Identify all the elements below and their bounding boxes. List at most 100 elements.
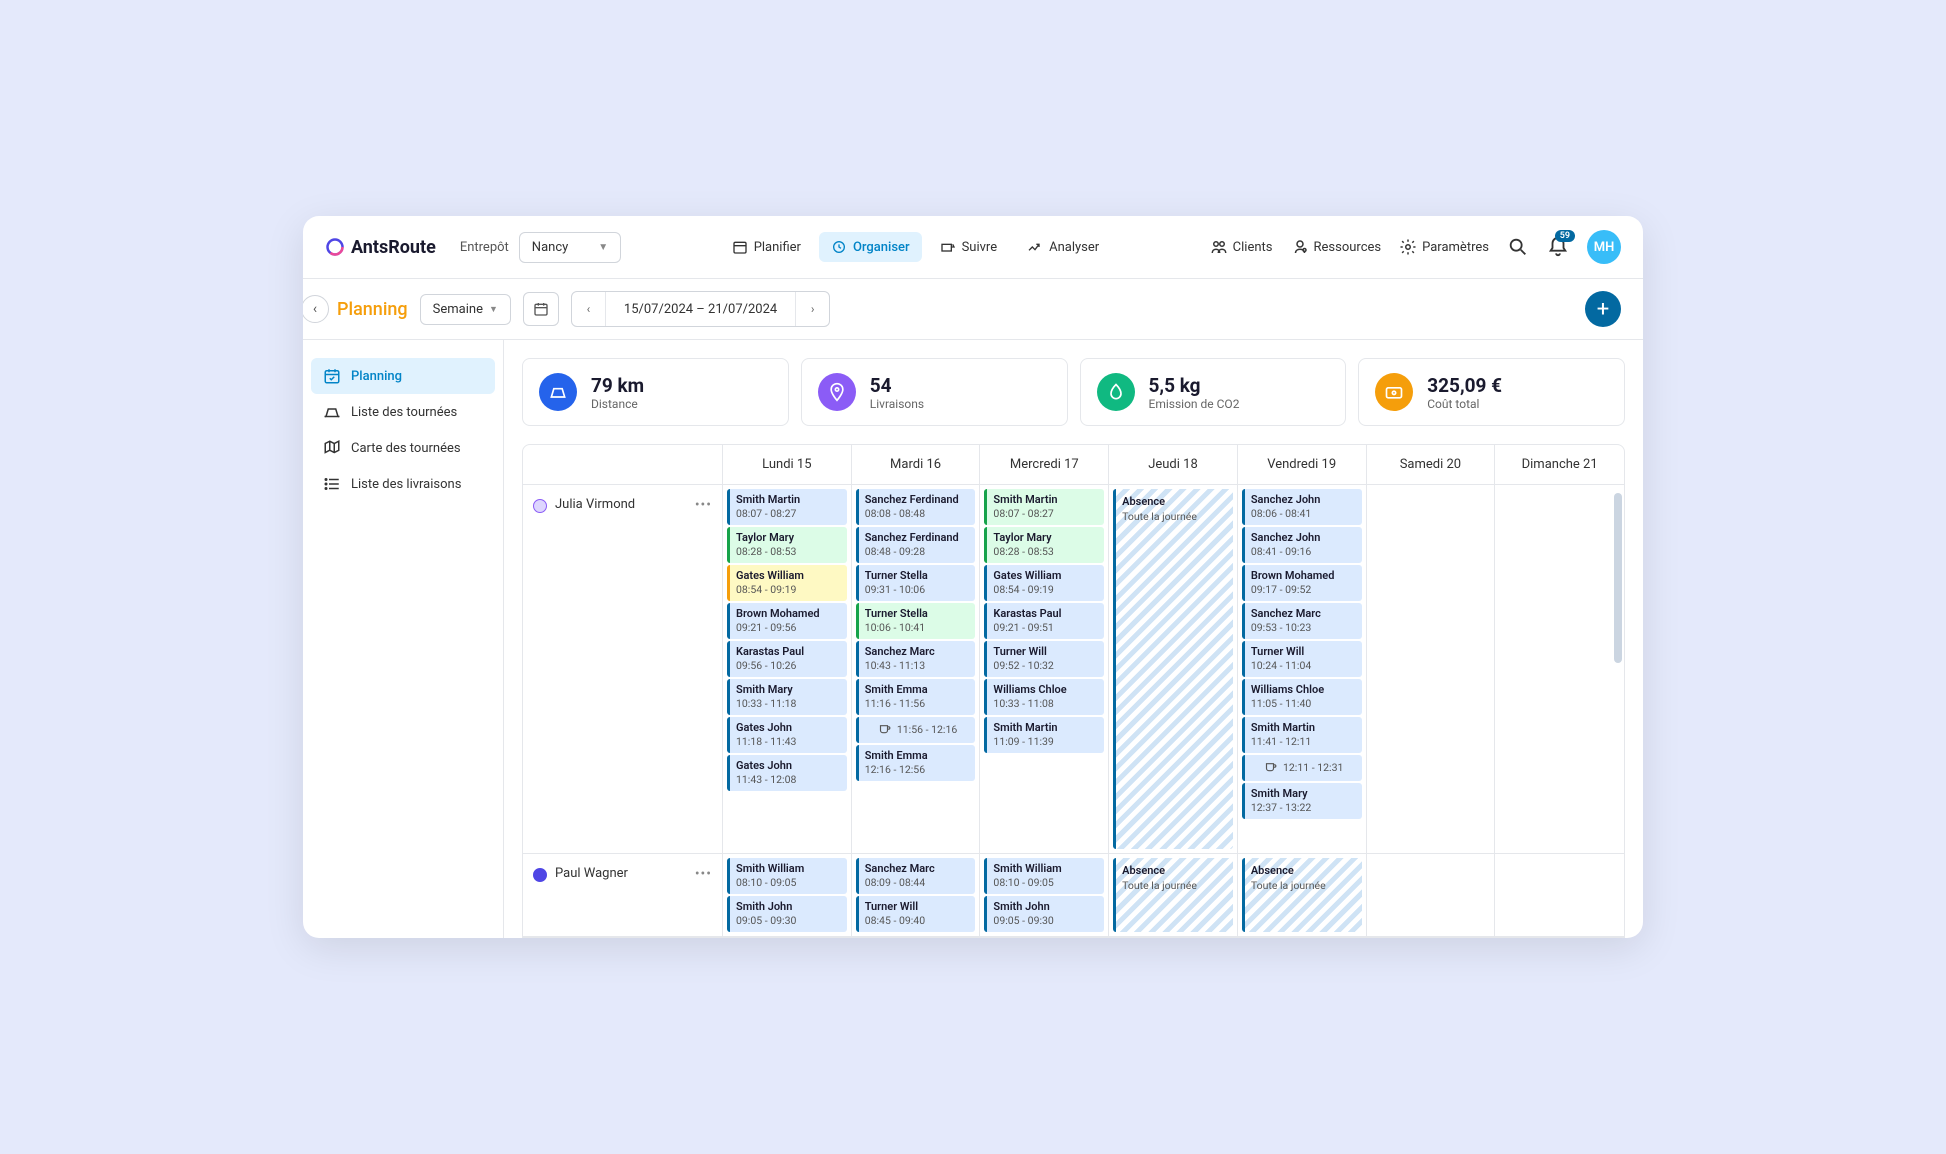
task-block[interactable]: Smith Mary10:33 - 11:18	[727, 679, 847, 715]
task-time: 08:10 - 09:05	[993, 876, 1098, 890]
topbar-link-ressources[interactable]: Ressources	[1291, 238, 1382, 256]
task-time: 10:33 - 11:08	[993, 697, 1098, 711]
notifications-button[interactable]: 59	[1547, 236, 1569, 258]
task-block[interactable]: Sanchez Marc09:53 - 10:23	[1242, 603, 1362, 639]
stat-card: 5,5 kgEmission de CO2	[1080, 358, 1347, 426]
task-block[interactable]: Gates William08:54 - 09:19	[727, 565, 847, 601]
nav-tab-planifier[interactable]: Planifier	[720, 232, 813, 262]
sidebar-item[interactable]: Liste des livraisons	[311, 466, 495, 502]
day-cell: Smith Martin08:07 - 08:27Taylor Mary08:2…	[980, 485, 1109, 853]
task-name: Turner Stella	[865, 569, 970, 583]
task-block[interactable]: Smith Mary12:37 - 13:22	[1242, 783, 1362, 819]
task-block[interactable]: Williams Chloe11:05 - 11:40	[1242, 679, 1362, 715]
driver-name: Paul Wagner	[555, 866, 687, 881]
sidebar-item[interactable]: Liste des tournées	[311, 394, 495, 430]
absence-block[interactable]: AbsenceToute la journée	[1242, 858, 1362, 932]
date-navigator: ‹ 15/07/2024 – 21/07/2024 ›	[571, 291, 830, 327]
task-time: 09:52 - 10:32	[993, 659, 1098, 673]
task-time: 09:21 - 09:51	[993, 621, 1098, 635]
driver-menu-button[interactable]: •••	[695, 497, 712, 513]
topbar-link-paramètres[interactable]: Paramètres	[1399, 238, 1489, 256]
task-block[interactable]: Smith William08:10 - 09:05	[727, 858, 847, 894]
task-block[interactable]: Sanchez Marc10:43 - 11:13	[856, 641, 976, 677]
task-time: 08:07 - 08:27	[736, 507, 841, 521]
task-time: 08:06 - 08:41	[1251, 507, 1356, 521]
task-time: 08:41 - 09:16	[1251, 545, 1356, 559]
task-block[interactable]: Karastas Paul09:56 - 10:26	[727, 641, 847, 677]
user-avatar[interactable]: MH	[1587, 230, 1621, 264]
task-block[interactable]: Turner Will08:45 - 09:40	[856, 896, 976, 932]
nav-tab-suivre[interactable]: Suivre	[928, 232, 1010, 262]
task-block[interactable]: Smith Martin11:41 - 12:11	[1242, 717, 1362, 753]
task-block[interactable]: Gates John11:43 - 12:08	[727, 755, 847, 791]
next-week-button[interactable]: ›	[795, 292, 829, 326]
task-block[interactable]: Turner Will09:52 - 10:32	[984, 641, 1104, 677]
driver-color-dot	[533, 499, 547, 513]
task-block[interactable]: Karastas Paul09:21 - 09:51	[984, 603, 1104, 639]
task-block[interactable]: Sanchez Ferdinand08:08 - 08:48	[856, 489, 976, 525]
task-time: 12:16 - 12:56	[865, 763, 970, 777]
task-block[interactable]: Brown Mohamed09:21 - 09:56	[727, 603, 847, 639]
task-name: Gates William	[736, 569, 841, 583]
task-name: Smith Martin	[1251, 721, 1356, 735]
task-block[interactable]: Taylor Mary08:28 - 08:53	[727, 527, 847, 563]
sidebar-item[interactable]: Planning	[311, 358, 495, 394]
task-block[interactable]: Sanchez Marc08:09 - 08:44	[856, 858, 976, 894]
day-cell: Smith Martin08:07 - 08:27Taylor Mary08:2…	[723, 485, 852, 853]
task-block[interactable]: Smith John09:05 - 09:30	[727, 896, 847, 932]
task-block[interactable]: Brown Mohamed09:17 - 09:52	[1242, 565, 1362, 601]
task-block[interactable]: Turner Stella10:06 - 10:41	[856, 603, 976, 639]
task-block[interactable]: Smith Martin08:07 - 08:27	[727, 489, 847, 525]
task-block[interactable]: Sanchez John08:06 - 08:41	[1242, 489, 1362, 525]
day-header: Lundi 15	[723, 445, 852, 484]
task-block[interactable]: Sanchez Ferdinand08:48 - 09:28	[856, 527, 976, 563]
task-block[interactable]: Turner Stella09:31 - 10:06	[856, 565, 976, 601]
task-block[interactable]: Gates William08:54 - 09:19	[984, 565, 1104, 601]
task-block[interactable]: Sanchez John08:41 - 09:16	[1242, 527, 1362, 563]
absence-block[interactable]: AbsenceToute la journée	[1113, 489, 1233, 849]
nav-tab-label: Analyser	[1049, 240, 1099, 255]
stat-label: Coût total	[1427, 397, 1502, 411]
add-button[interactable]: +	[1585, 291, 1621, 327]
nav-tab-label: Planifier	[754, 240, 801, 255]
task-block[interactable]: Gates John11:18 - 11:43	[727, 717, 847, 753]
depot-select[interactable]: Nancy ▼	[519, 232, 621, 263]
stat-label: Livraisons	[870, 397, 924, 411]
nav-tab-analyser[interactable]: Analyser	[1015, 232, 1111, 262]
day-cell: Smith William08:10 - 09:05Smith John09:0…	[980, 854, 1109, 936]
task-block[interactable]: Smith Martin11:09 - 11:39	[984, 717, 1104, 753]
break-block[interactable]: 11:56 - 12:16	[856, 717, 976, 743]
task-name: Gates John	[736, 721, 841, 735]
task-block[interactable]: Smith Emma11:16 - 11:56	[856, 679, 976, 715]
task-time: 11:41 - 12:11	[1251, 735, 1356, 749]
back-button[interactable]: ‹	[303, 295, 329, 323]
break-block[interactable]: 12:11 - 12:31	[1242, 755, 1362, 781]
driver-menu-button[interactable]: •••	[695, 866, 712, 882]
task-block[interactable]: Turner Will10:24 - 11:04	[1242, 641, 1362, 677]
nav-tab-organiser[interactable]: Organiser	[819, 232, 922, 262]
task-block[interactable]: Smith Martin08:07 - 08:27	[984, 489, 1104, 525]
task-block[interactable]: Smith Emma12:16 - 12:56	[856, 745, 976, 781]
task-name: Sanchez Marc	[865, 645, 970, 659]
chevron-down-icon: ▼	[598, 242, 608, 253]
calendar-button[interactable]	[523, 292, 559, 326]
task-block[interactable]: Taylor Mary08:28 - 08:53	[984, 527, 1104, 563]
header-spacer	[523, 445, 723, 484]
absence-block[interactable]: AbsenceToute la journée	[1113, 858, 1233, 932]
scrollbar[interactable]	[1614, 493, 1622, 663]
search-button[interactable]	[1507, 236, 1529, 258]
prev-week-button[interactable]: ‹	[572, 292, 606, 326]
task-time: 10:33 - 11:18	[736, 697, 841, 711]
day-header: Jeudi 18	[1109, 445, 1238, 484]
driver-cell: Julia Virmond•••	[523, 485, 723, 853]
task-block[interactable]: Smith John09:05 - 09:30	[984, 896, 1104, 932]
depot-label: Entrepôt	[460, 240, 509, 255]
task-time: 09:21 - 09:56	[736, 621, 841, 635]
task-name: Smith Emma	[865, 683, 970, 697]
sidebar-item[interactable]: Carte des tournées	[311, 430, 495, 466]
absence-label: Absence	[1122, 864, 1227, 877]
task-block[interactable]: Williams Chloe10:33 - 11:08	[984, 679, 1104, 715]
task-block[interactable]: Smith William08:10 - 09:05	[984, 858, 1104, 894]
period-select[interactable]: Semaine ▼	[420, 294, 511, 325]
topbar-link-clients[interactable]: Clients	[1210, 238, 1273, 256]
